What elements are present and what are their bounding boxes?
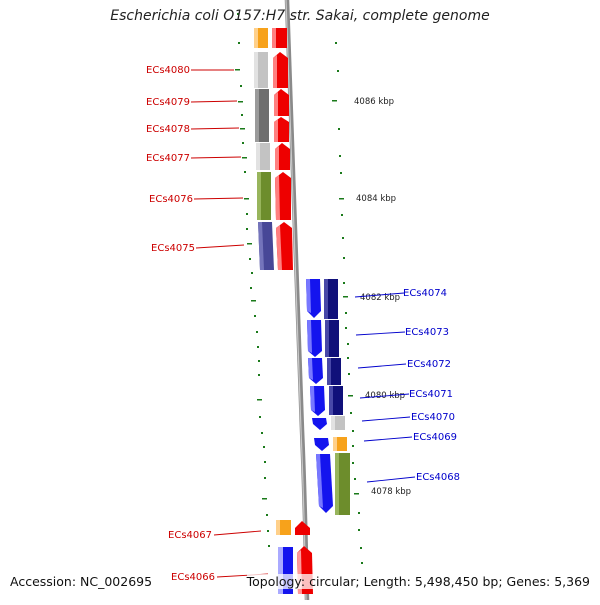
gene-label-ECs4074[interactable]: ECs4074	[403, 288, 447, 299]
gene-label-ECs4075[interactable]: ECs4075	[151, 243, 195, 254]
reverse-arrow-ECs4067[interactable]	[295, 521, 310, 535]
left-tick-marks	[235, 13, 270, 547]
gene-label-ECs4077[interactable]: ECs4077	[146, 153, 190, 164]
gene-label-ECs4070[interactable]: ECs4070	[411, 412, 455, 423]
gene-label-ECs4072[interactable]: ECs4072	[407, 359, 451, 370]
map-title: Escherichia coli O157:H7 str. Sakai, com…	[110, 8, 490, 24]
gene-label-ECs4071[interactable]: ECs4071	[409, 389, 453, 400]
gene-label-ECs4068[interactable]: ECs4068	[416, 472, 460, 483]
kbp-label-4084: 4084 kbp	[356, 194, 396, 204]
reverse-strand-arrows	[272, 28, 293, 270]
gene-label-ECs4076[interactable]: ECs4076	[149, 194, 193, 205]
gene-label-ECs4080[interactable]: ECs4080	[146, 65, 190, 76]
reverse-gene-blocks	[254, 28, 274, 270]
kbp-label-4082: 4082 kbp	[360, 293, 400, 303]
genome-backbone	[284, 0, 310, 601]
genome-backbone-highlight	[285, 0, 307, 601]
gene-label-ECs4067[interactable]: ECs4067	[168, 530, 212, 541]
forward-leader-lines	[354, 292, 416, 483]
gene-label-ECs4073[interactable]: ECs4073	[405, 327, 449, 338]
gene-label-ECs4079[interactable]: ECs4079	[146, 97, 190, 108]
forward-gene-blocks	[324, 279, 350, 515]
accession-label: Accession: NC_002695	[10, 574, 153, 589]
forward-arrow-ECs4069[interactable]	[314, 438, 329, 451]
right-tick-marks	[332, 42, 363, 564]
forward-arrow-ECs4070[interactable]	[312, 418, 327, 430]
kbp-label-4078: 4078 kbp	[371, 487, 411, 497]
kbp-label-4086: 4086 kbp	[354, 97, 394, 107]
gene-label-ECs4078[interactable]: ECs4078	[146, 124, 190, 135]
topology-label: Topology: circular; Length: 5,498,450 bp…	[246, 574, 590, 589]
reverse-leader-lines	[190, 69, 269, 578]
forward-strand-arrows	[306, 279, 333, 513]
forward-gene-labels: ECs4074 ECs4073 ECs4072 ECs4071 ECs4070 …	[403, 288, 460, 483]
reverse-gene-labels: ECs4080 ECs4079 ECs4078 ECs4077 ECs4076 …	[146, 65, 215, 583]
gene-label-ECs4069[interactable]: ECs4069	[413, 432, 457, 443]
gene-label-ECs4066[interactable]: ECs4066	[171, 572, 215, 583]
